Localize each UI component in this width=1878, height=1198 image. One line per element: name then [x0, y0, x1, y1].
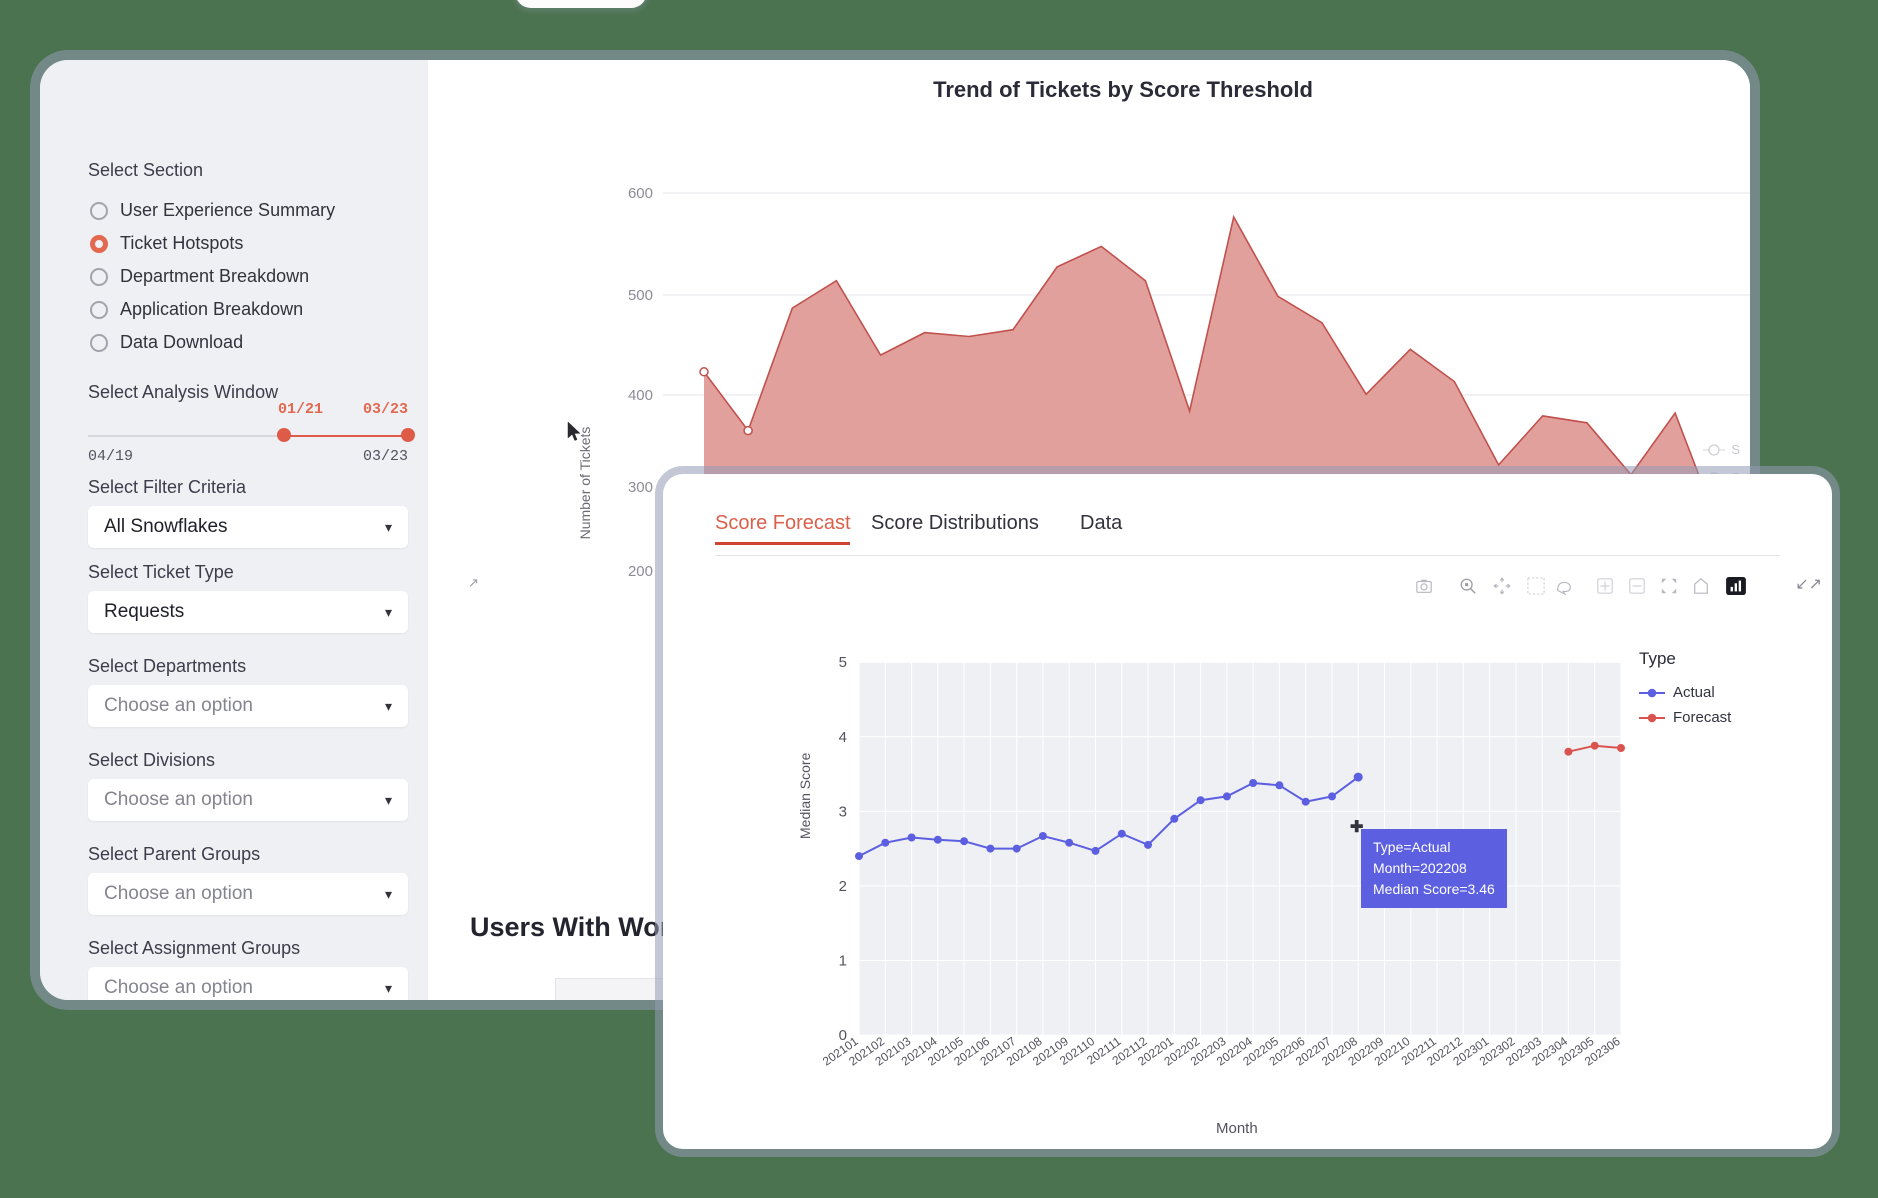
svg-text:1: 1 — [839, 953, 847, 970]
svg-text:4: 4 — [839, 729, 847, 746]
svg-text:600: 600 — [628, 185, 653, 202]
svg-text:5: 5 — [839, 654, 847, 671]
svg-text:300: 300 — [628, 479, 653, 496]
svg-text:2: 2 — [839, 878, 847, 895]
svg-text:400: 400 — [628, 387, 653, 404]
svg-text:200: 200 — [628, 563, 653, 580]
svg-text:500: 500 — [628, 287, 653, 304]
svg-text:3: 3 — [839, 803, 847, 820]
